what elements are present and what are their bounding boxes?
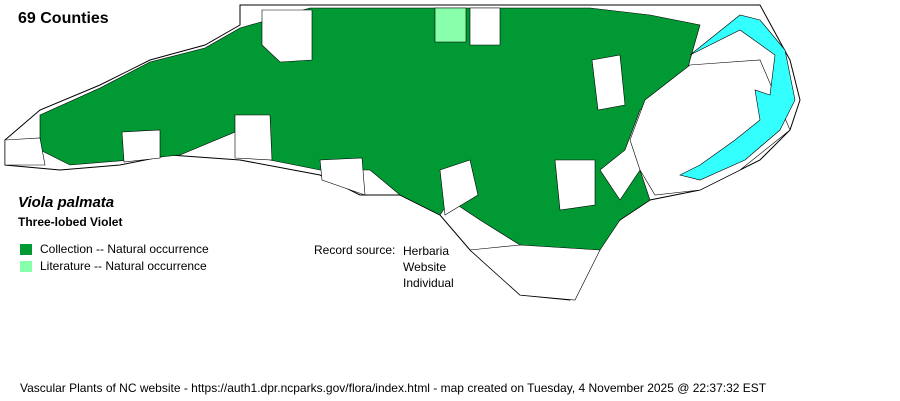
scientific-name: Viola palmata (18, 194, 115, 211)
legend-item-literature: Literature -- Natural occurrence (20, 259, 207, 273)
record-source-value: Website (403, 260, 447, 274)
footer-credit: Vascular Plants of NC website - https://… (20, 381, 767, 395)
legend-label: Literature -- Natural occurrence (40, 259, 207, 273)
county-count: 69 Counties (18, 10, 109, 27)
legend-swatch (20, 260, 32, 272)
absent-county (591, 54, 626, 111)
literature-county[interactable] (434, 7, 467, 43)
common-name: Three-lobed Violet (18, 215, 123, 229)
record-source-label: Record source: (314, 243, 396, 257)
record-source-value: Individual (403, 276, 454, 290)
record-source-value: Herbaria (403, 244, 450, 258)
absent-county (469, 244, 601, 301)
sound-water (679, 14, 796, 181)
legend-item-collection: Collection -- Natural occurrence (20, 242, 209, 256)
collection-counties[interactable] (39, 7, 701, 251)
absent-county (319, 157, 366, 196)
legend-swatch (20, 243, 32, 255)
absent-county (234, 114, 273, 161)
legend-label: Collection -- Natural occurrence (40, 242, 209, 256)
absent-county (554, 159, 596, 211)
absent-county (629, 59, 791, 196)
absent-county (121, 129, 161, 163)
absent-county (4, 137, 46, 166)
absent-county (261, 9, 313, 63)
absent-county (469, 7, 501, 46)
record-source-values: Herbaria Website Individual (403, 243, 454, 291)
absent-county (439, 159, 479, 216)
